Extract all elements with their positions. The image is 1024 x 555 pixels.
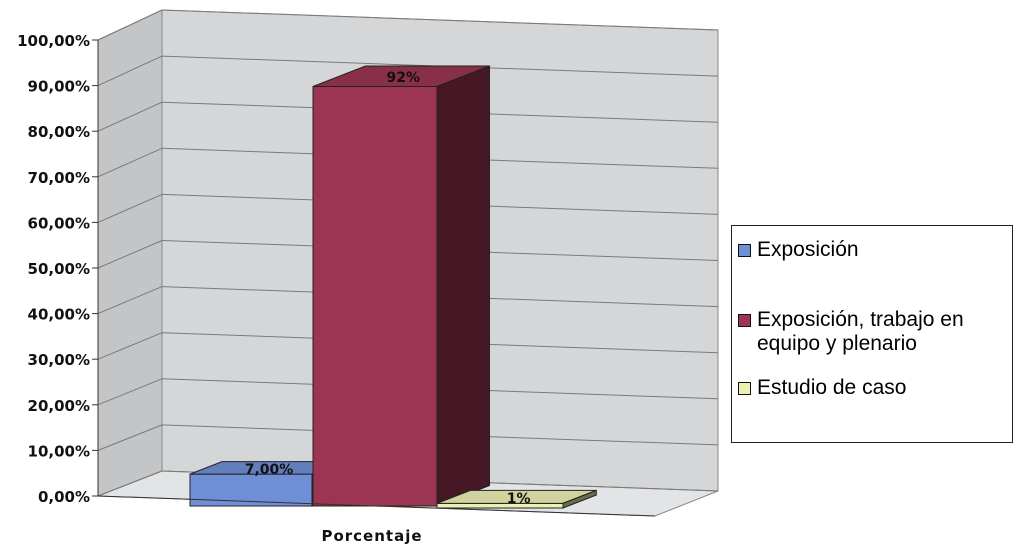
y-tick-label: 0,00%: [38, 488, 90, 506]
y-tick-label: 60,00%: [28, 214, 90, 232]
legend-item-exposicion: Exposición: [738, 238, 859, 262]
bar-2-side: [436, 65, 490, 507]
gridline-side: [97, 332, 163, 360]
bar-2-data-label: 92%: [386, 70, 420, 86]
legend-item-estudio-de-caso: Estudio de caso: [738, 376, 906, 400]
x-axis-line: [97, 495, 656, 517]
bar-3-side: [562, 489, 597, 509]
side-wall: [97, 9, 163, 497]
bar-3-data-label: 1%: [507, 491, 531, 507]
y-tick-label: 80,00%: [28, 123, 90, 141]
gridline-side: [97, 424, 163, 451]
legend-label-exposicion: Exposición: [757, 238, 859, 261]
y-tick-label: 70,00%: [28, 169, 90, 187]
gridline-back: [161, 9, 719, 31]
bar-2-front: [312, 86, 438, 507]
bar-1-data-label: 7,00%: [245, 462, 294, 478]
y-tick-label: 30,00%: [28, 351, 90, 369]
y-tick-label: 90,00%: [28, 78, 90, 96]
y-tick-label: 50,00%: [28, 260, 90, 278]
legend-label-estudio-de-caso: Estudio de caso: [757, 376, 907, 399]
chart-legend: Exposición Exposición, trabajo en equipo…: [731, 225, 1013, 443]
y-tick-label: 20,00%: [28, 397, 90, 415]
gridline-side: [97, 101, 163, 132]
y-tick-label: 100,00%: [17, 32, 90, 50]
x-axis-category-label: Porcentaje: [321, 527, 422, 545]
gridline-side: [97, 378, 163, 406]
gridline-side: [97, 240, 163, 269]
y-tick-label: 40,00%: [28, 306, 90, 324]
legend-swatch-exposicion: [738, 244, 751, 257]
y-tick-label: 10,00%: [28, 442, 90, 460]
legend-swatch-estudio-de-caso: [738, 382, 751, 395]
legend-swatch-exposicion-trabajo: [738, 314, 751, 327]
legend-label-exposicion-trabajo-line2: equipo y plenario: [757, 332, 917, 355]
gridline-side: [97, 9, 163, 41]
legend-label-exposicion-trabajo-line1: Exposición, trabajo en: [757, 308, 964, 331]
gridline-side: [97, 193, 163, 223]
gridline-side: [97, 55, 163, 87]
gridline-side: [97, 147, 163, 178]
bar-3-front: [436, 502, 564, 509]
legend-item-exposicion-trabajo: Exposición, trabajo en equipo y plenario: [738, 308, 964, 356]
gridline-side: [97, 470, 163, 497]
gridline-side: [97, 286, 163, 315]
